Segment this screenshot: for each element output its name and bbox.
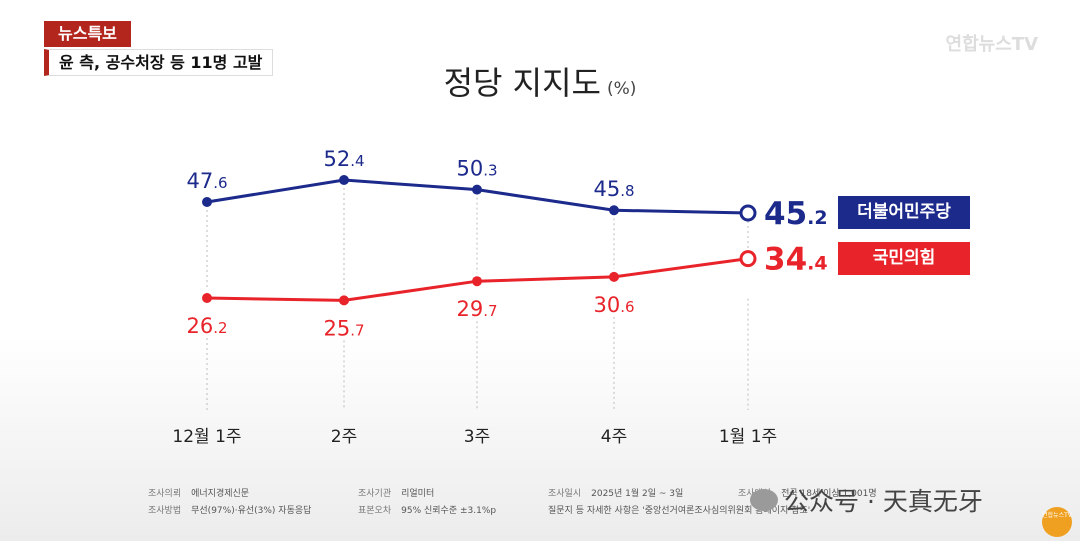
data-point-0-0 [202,197,212,207]
headline-banner: 윤 측, 공수처장 등 11명 고발 [44,49,274,76]
broadcaster-watermark: 연합뉴스TV [945,34,1038,55]
x-tick-label-3: 4주 [601,427,627,447]
chart-title: 정당 지지도 [443,64,601,102]
agency-value: 리얼미터 [401,489,435,499]
wechat-watermark: 公众号 · 天真无牙 [750,482,983,518]
data-point-0-4 [739,204,757,222]
data-point-1-0 [202,293,212,303]
data-label-1-3: 30.6 [593,293,634,317]
x-tick-label-4: 1월 1주 [719,427,777,447]
data-label-0-4: 45.2 [764,196,828,232]
data-point-1-1 [339,295,349,306]
data-label-1-2: 29.7 [456,297,497,321]
target-value: 전국 18세 이상 1,001명 [781,489,877,499]
footer-note: 질문지 등 자세한 사항은 '중앙선거여론조사심의위원회 홈페이지 참조' [548,506,811,516]
data-label-0-3: 45.8 [593,177,634,201]
corner-logo: 연합뉴스TV [1042,507,1072,537]
wechat-icon [750,489,778,511]
data-label-1-1: 25.7 [323,316,364,340]
data-label-1-0: 26.2 [186,314,227,338]
agency-label: 조사기관 [358,489,392,499]
data-point-1-4 [739,250,757,268]
data-label-1-4: 34.4 [764,242,828,278]
data-label-0-1: 52.4 [323,147,364,171]
x-tick-label-1: 2주 [331,427,357,447]
news-special-badge: 뉴스특보 [44,21,131,47]
data-label-0-0: 47.6 [186,169,227,193]
date-label: 조사일시 [548,489,582,499]
x-tick-label-2: 3주 [464,427,490,447]
wechat-watermark-text: 公众号 · 天真无牙 [784,487,983,516]
data-point-1-3 [609,271,619,282]
legend-democratic-party: 더불어민주당 [838,195,970,229]
date-value: 2025년 1월 2일 ~ 3일 [591,489,684,499]
data-point-1-2 [472,276,482,287]
client-value: 에너지경제신문 [191,489,250,499]
method-value: 무선(97%)·유선(3%) 자동응답 [191,506,312,516]
legend-people-power-party: 국민의힘 [838,241,970,275]
error-value: 95% 신뢰수준 ±3.1%p [401,506,497,516]
chart-title-wrap: 정당 지지도 (%) [0,58,1080,104]
data-point-0-3 [609,205,619,216]
x-tick-label-0: 12월 1주 [172,427,241,447]
error-label: 표본오차 [358,506,392,516]
client-label: 조사의뢰 [148,489,182,499]
data-label-0-2: 50.3 [456,157,497,181]
data-point-0-1 [339,175,349,186]
chart-unit: (%) [606,79,637,99]
data-point-0-2 [472,184,482,195]
method-label: 조사방법 [148,506,182,516]
